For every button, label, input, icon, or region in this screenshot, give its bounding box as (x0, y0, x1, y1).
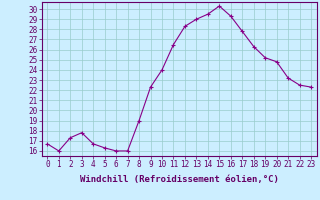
X-axis label: Windchill (Refroidissement éolien,°C): Windchill (Refroidissement éolien,°C) (80, 175, 279, 184)
